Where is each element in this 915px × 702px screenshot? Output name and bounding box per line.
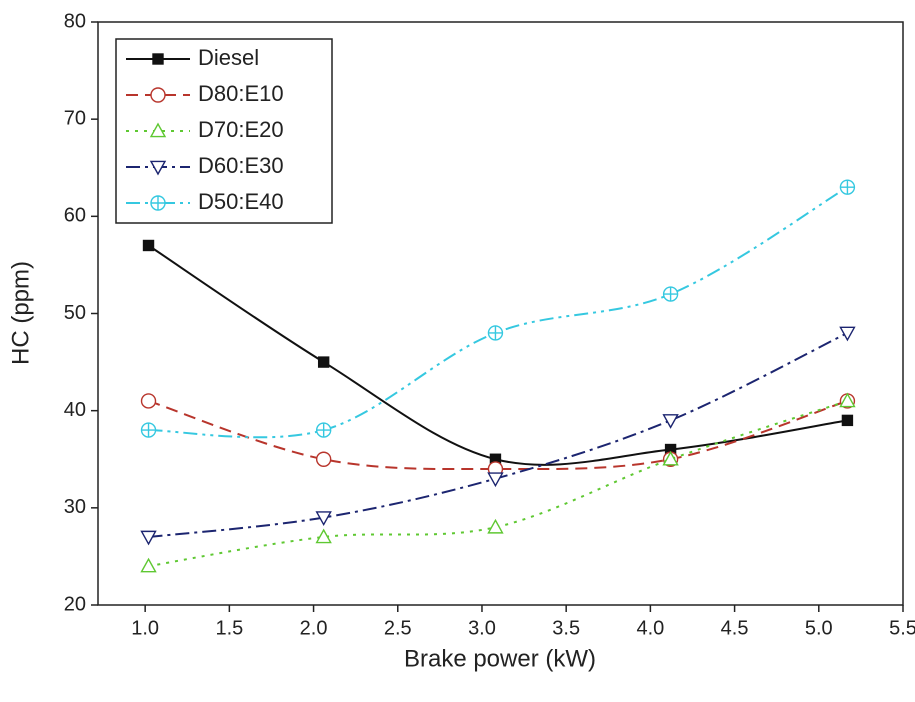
series-line (148, 400, 848, 568)
marker (142, 239, 155, 252)
x-tick-label: 3.5 (552, 617, 580, 639)
legend-marker (150, 195, 166, 211)
legend-marker (149, 160, 167, 176)
marker (487, 325, 504, 341)
y-tick-label: 20 (64, 593, 86, 615)
legend-label: D70:E20 (198, 117, 284, 142)
marker (662, 414, 679, 429)
marker (839, 179, 856, 195)
legend-label: D50:E40 (198, 189, 284, 214)
legend-label: D60:E30 (198, 153, 284, 178)
x-axis-title: Brake power (kW) (404, 645, 596, 672)
legend-label: D80:E10 (198, 81, 284, 106)
marker (140, 557, 157, 573)
legend-label: Diesel (198, 45, 259, 70)
marker (140, 422, 157, 438)
marker (315, 451, 332, 467)
marker (315, 528, 332, 544)
marker (140, 530, 157, 546)
x-tick-label: 5.0 (805, 617, 833, 639)
y-tick-label: 80 (64, 10, 86, 32)
y-axis-title: HC (ppm) (7, 261, 34, 365)
x-tick-label: 5.5 (889, 617, 915, 639)
x-tick-label: 4.5 (721, 617, 749, 639)
series-line (148, 186, 848, 439)
marker (841, 414, 854, 427)
marker (315, 422, 332, 438)
marker (317, 356, 330, 368)
legend-marker (150, 87, 166, 103)
legend-box (115, 38, 333, 224)
y-tick-label: 70 (64, 107, 86, 129)
series-line (147, 244, 848, 466)
x-tick-label: 2.0 (300, 617, 328, 639)
y-tick-label: 30 (64, 496, 86, 518)
marker (839, 392, 856, 408)
marker (487, 472, 504, 488)
y-tick-label: 40 (64, 399, 86, 421)
x-tick-label: 2.5 (384, 617, 412, 639)
x-tick-label: 4.0 (636, 617, 664, 639)
marker (662, 450, 679, 466)
marker (487, 518, 504, 534)
series-line (148, 400, 848, 471)
legend-marker (152, 53, 164, 65)
marker (839, 326, 856, 342)
x-tick-label: 1.5 (215, 617, 243, 639)
x-tick-label: 3.0 (468, 617, 496, 639)
marker (662, 286, 679, 302)
x-tick-label: 1.0 (131, 617, 159, 639)
marker (315, 511, 332, 526)
marker (140, 393, 157, 409)
y-tick-label: 60 (64, 205, 86, 227)
y-tick-label: 50 (64, 302, 86, 324)
legend-marker (149, 122, 167, 138)
